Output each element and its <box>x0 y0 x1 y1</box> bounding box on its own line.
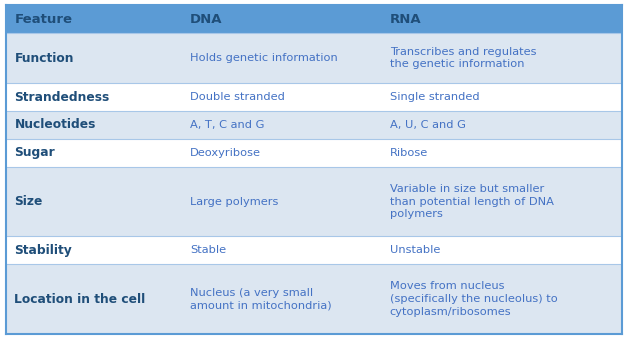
Bar <box>382 236 622 264</box>
Text: DNA: DNA <box>190 13 222 25</box>
Bar <box>181 139 382 167</box>
Text: Nucleus (a very small
amount in mitochondria): Nucleus (a very small amount in mitochon… <box>190 288 332 311</box>
Bar <box>6 167 181 236</box>
Bar <box>6 33 181 83</box>
Text: Unstable: Unstable <box>390 245 440 255</box>
Bar <box>181 264 382 334</box>
Bar <box>181 5 382 33</box>
Bar <box>6 264 181 334</box>
Text: Single stranded: Single stranded <box>390 92 480 102</box>
Text: Variable in size but smaller
than potential length of DNA
polymers: Variable in size but smaller than potent… <box>390 184 554 219</box>
Text: Double stranded: Double stranded <box>190 92 284 102</box>
Bar <box>382 5 622 33</box>
Text: Strandedness: Strandedness <box>14 91 110 103</box>
Bar <box>181 83 382 111</box>
Text: Size: Size <box>14 195 43 208</box>
Bar <box>181 167 382 236</box>
Text: Nucleotides: Nucleotides <box>14 118 96 132</box>
Text: Location in the cell: Location in the cell <box>14 293 146 305</box>
Text: Ribose: Ribose <box>390 148 428 158</box>
Text: RNA: RNA <box>390 13 421 25</box>
Bar <box>181 236 382 264</box>
Bar <box>382 139 622 167</box>
Text: Sugar: Sugar <box>14 146 55 159</box>
Text: A, U, C and G: A, U, C and G <box>390 120 466 130</box>
Text: Moves from nucleus
(specifically the nucleolus) to
cytoplasm/ribosomes: Moves from nucleus (specifically the nuc… <box>390 281 558 317</box>
Bar <box>6 236 181 264</box>
Text: Large polymers: Large polymers <box>190 197 278 206</box>
Bar <box>382 167 622 236</box>
Bar <box>382 264 622 334</box>
Bar <box>181 111 382 139</box>
Text: Function: Function <box>14 52 74 64</box>
Bar <box>181 33 382 83</box>
Bar <box>6 5 181 33</box>
Text: Stable: Stable <box>190 245 226 255</box>
Text: Holds genetic information: Holds genetic information <box>190 53 338 63</box>
Text: Feature: Feature <box>14 13 72 25</box>
Bar <box>382 83 622 111</box>
Bar <box>382 33 622 83</box>
Text: Transcribes and regulates
the genetic information: Transcribes and regulates the genetic in… <box>390 47 536 69</box>
Bar <box>6 83 181 111</box>
Bar <box>6 139 181 167</box>
Text: Stability: Stability <box>14 244 72 257</box>
Bar <box>6 111 181 139</box>
Bar <box>382 111 622 139</box>
Text: A, T, C and G: A, T, C and G <box>190 120 264 130</box>
Text: Deoxyribose: Deoxyribose <box>190 148 261 158</box>
